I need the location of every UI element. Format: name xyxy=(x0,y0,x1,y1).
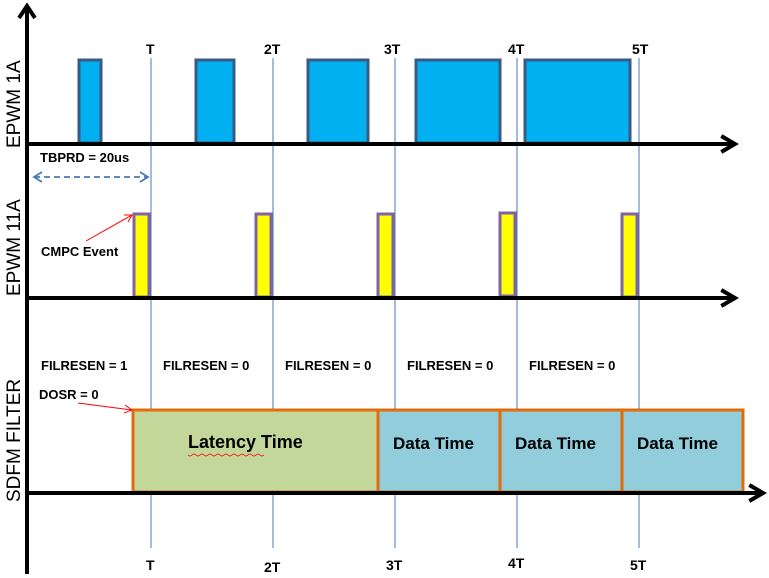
time-label-4T-top: 4T xyxy=(508,41,525,57)
dosr-label: DOSR = 0 xyxy=(39,387,99,402)
epwm11a-pulses xyxy=(132,211,639,299)
data-window-1-label: Data Time xyxy=(393,434,474,453)
filresen-label-3: FILRESEN = 0 xyxy=(285,358,371,373)
filresen-labels: FILRESEN = 1 FILRESEN = 0 FILRESEN = 0 F… xyxy=(41,358,615,373)
dosr-arrowhead-icon xyxy=(123,404,134,414)
spellcheck-underline xyxy=(187,453,265,457)
dosr-arrow xyxy=(77,402,134,414)
epwm1a-lane-label: EPWM 1A xyxy=(4,60,25,148)
time-label-5T-top: 5T xyxy=(632,41,649,57)
epwm11a-pulse-5 xyxy=(620,212,639,299)
time-label-4T-bottom: 4T xyxy=(508,555,525,571)
time-label-2T-top: 2T xyxy=(264,41,281,57)
latency-window-label: Latency Time xyxy=(188,432,303,452)
filresen-label-4: FILRESEN = 0 xyxy=(407,358,493,373)
time-label-T-top: T xyxy=(146,41,155,57)
top-time-labels: T 2T 3T 4T 5T xyxy=(146,41,649,57)
filresen-label-1: FILRESEN = 1 xyxy=(41,358,127,373)
epwm1a-pulse-5 xyxy=(523,58,632,145)
data-window-2 xyxy=(498,408,624,494)
horizontal-axes xyxy=(28,142,760,495)
cmpc-arrowhead-icon xyxy=(124,214,133,223)
filresen-label-5: FILRESEN = 0 xyxy=(529,358,615,373)
epwm1a-pulses xyxy=(77,58,632,145)
epwm11a-pulse-1 xyxy=(132,212,151,299)
tbprd-arrow-left-icon xyxy=(32,171,43,183)
sdfm-axis-arrow-icon xyxy=(748,483,767,503)
epwm1a-pulse-4 xyxy=(414,58,502,145)
epwm11a-pulse-2 xyxy=(254,212,273,299)
sdfm-windows xyxy=(131,408,745,494)
epwm1a-axis-arrow-icon xyxy=(720,134,739,154)
bottom-time-labels: T 2T 3T 4T 5T xyxy=(146,555,647,575)
time-label-5T-bottom: 5T xyxy=(630,557,647,573)
epwm11a-lane-label: EPWM 11A xyxy=(4,199,25,296)
time-label-2T-bottom: 2T xyxy=(264,559,281,575)
vertical-axis-arrow-icon xyxy=(17,2,37,20)
epwm11a-pulse-3 xyxy=(376,212,395,299)
time-label-3T-top: 3T xyxy=(384,41,401,57)
tbprd-label: TBPRD = 20us xyxy=(40,150,129,165)
epwm11a-pulse-4 xyxy=(498,211,517,298)
epwm1a-pulse-3 xyxy=(306,58,370,145)
filresen-label-2: FILRESEN = 0 xyxy=(163,358,249,373)
tbprd-arrow-right-icon xyxy=(139,171,150,183)
data-window-2-label: Data Time xyxy=(515,434,596,453)
time-label-T-bottom: T xyxy=(146,557,155,573)
epwm1a-pulse-2 xyxy=(194,58,236,145)
tbprd-arrow xyxy=(32,171,150,183)
cmpc-event-label: CMPC Event xyxy=(41,244,119,259)
data-window-3 xyxy=(620,408,745,494)
epwm1a-pulse-1 xyxy=(77,58,103,145)
latency-window xyxy=(131,408,380,494)
epwm11a-axis-arrow-icon xyxy=(720,288,739,308)
data-window-3-label: Data Time xyxy=(637,434,718,453)
time-label-3T-bottom: 3T xyxy=(386,557,403,573)
cmpc-event-arrow xyxy=(85,214,133,242)
axis-arrowheads xyxy=(720,134,767,503)
sdfm-lane-label: SDFM FILTER xyxy=(4,379,25,502)
